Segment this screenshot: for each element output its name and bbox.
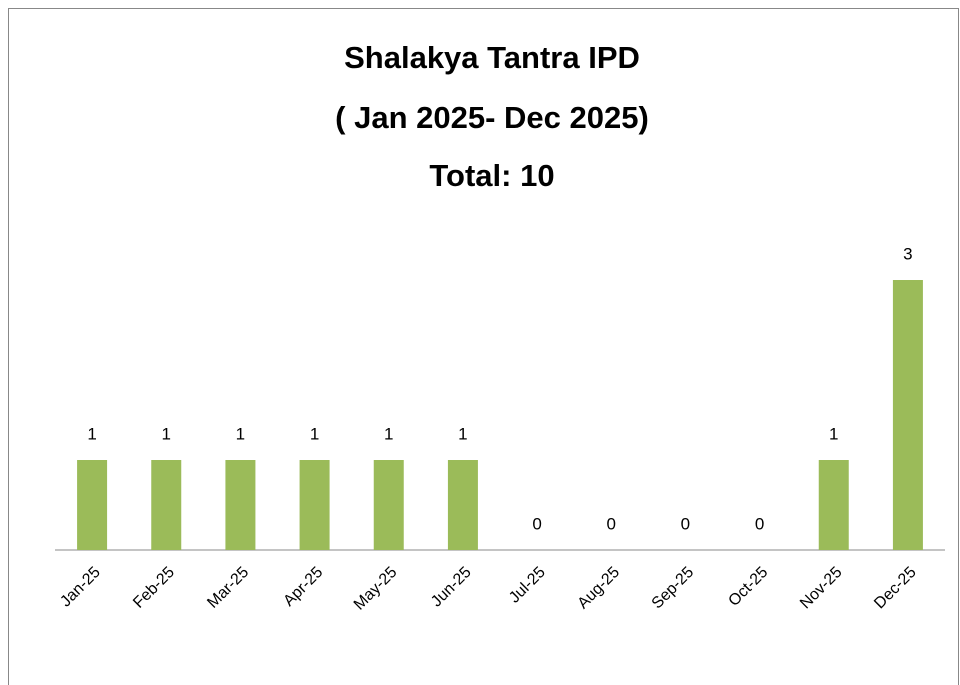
data-label: 0 bbox=[681, 514, 690, 533]
data-label: 0 bbox=[532, 514, 541, 533]
bar bbox=[373, 460, 404, 550]
data-label: 1 bbox=[829, 424, 838, 443]
bar bbox=[818, 460, 849, 550]
chart-subtitle: ( Jan 2025- Dec 2025) bbox=[335, 100, 649, 135]
data-label: 3 bbox=[903, 244, 912, 263]
data-label: 1 bbox=[384, 424, 393, 443]
data-label: 1 bbox=[87, 424, 96, 443]
bar bbox=[447, 460, 478, 550]
bar bbox=[299, 460, 330, 550]
chart-frame bbox=[8, 8, 959, 685]
bar bbox=[225, 460, 256, 550]
bar bbox=[151, 460, 182, 550]
data-label: 0 bbox=[755, 514, 764, 533]
data-label: 0 bbox=[607, 514, 616, 533]
chart-title: Shalakya Tantra IPD bbox=[344, 40, 640, 75]
bar bbox=[77, 460, 108, 550]
data-label: 1 bbox=[236, 424, 245, 443]
data-label: 1 bbox=[162, 424, 171, 443]
chart-annotation: Total: 10 bbox=[429, 158, 554, 193]
bar bbox=[892, 280, 923, 550]
data-label: 1 bbox=[458, 424, 467, 443]
data-label: 1 bbox=[310, 424, 319, 443]
